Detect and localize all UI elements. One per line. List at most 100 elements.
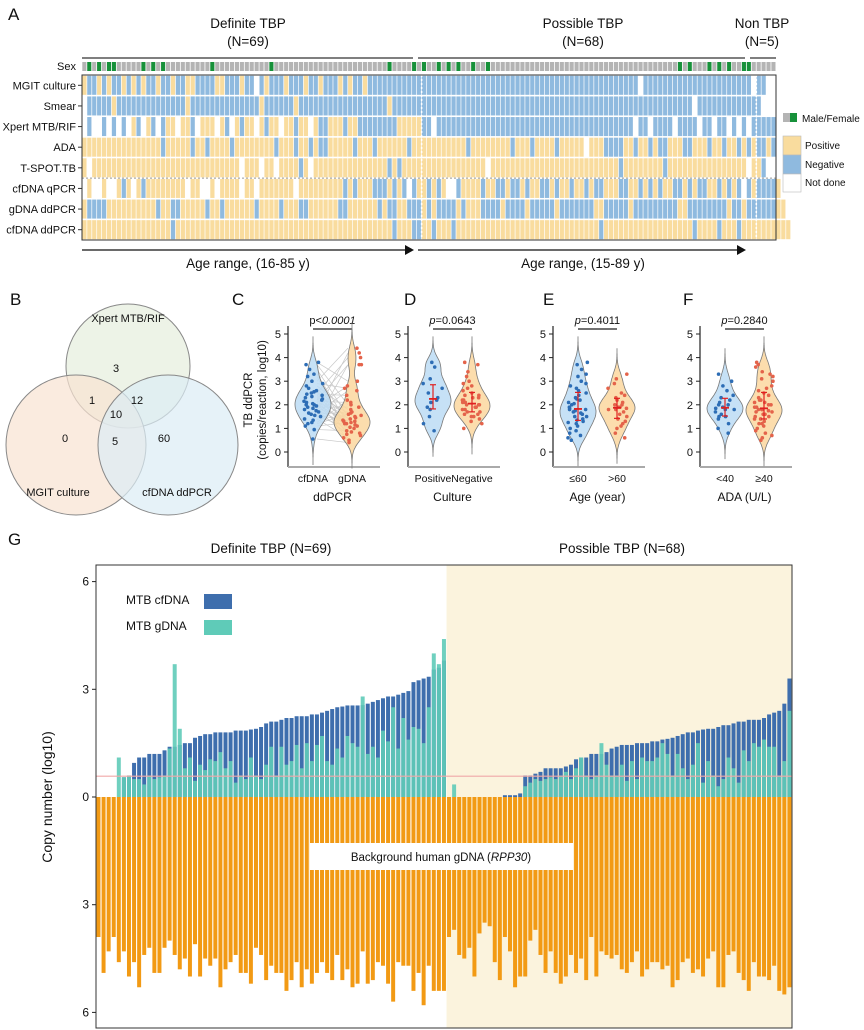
heatmap-cell xyxy=(82,178,87,198)
heatmap-cell xyxy=(397,220,402,240)
heatmap-cell xyxy=(668,178,673,198)
heatmap-cell xyxy=(751,96,756,116)
rpp30-bar xyxy=(116,797,121,963)
heatmap-cell xyxy=(648,178,653,198)
sex-cell xyxy=(485,62,491,71)
data-point xyxy=(769,384,774,388)
heatmap-cell xyxy=(628,220,633,240)
heatmap-cell xyxy=(436,199,441,219)
heatmap-cell xyxy=(707,75,712,95)
legend-female-swatch xyxy=(790,113,797,122)
heatmap-cell xyxy=(407,137,412,157)
heatmap-cell xyxy=(505,96,510,116)
heatmap-cell xyxy=(303,117,309,137)
cfdna-bar xyxy=(238,730,243,797)
data-point xyxy=(318,414,323,419)
heatmap-cell xyxy=(195,199,200,219)
sex-cell xyxy=(687,62,692,71)
heatmap-cell xyxy=(377,220,382,240)
heatmap-cell xyxy=(643,117,648,137)
gdna-bar xyxy=(538,780,543,797)
cfdna-bar xyxy=(589,753,594,797)
heatmap-cell xyxy=(633,199,638,219)
heatmap-cell xyxy=(397,158,402,178)
heatmap-cell xyxy=(161,220,166,240)
data-point xyxy=(713,406,718,411)
heatmap-cell xyxy=(195,117,200,137)
heatmap-cell xyxy=(466,158,471,178)
heatmap-cell xyxy=(264,199,269,219)
heatmap-cell xyxy=(220,158,225,178)
heatmap-cell xyxy=(485,178,491,198)
rpp30-bar xyxy=(253,797,258,948)
heatmap-cell xyxy=(727,199,732,219)
heatmap-cell xyxy=(471,117,476,137)
sex-cell xyxy=(308,62,313,71)
sex-cell xyxy=(623,62,628,71)
heatmap-cell xyxy=(333,220,338,240)
heatmap-cell xyxy=(254,158,259,178)
heatmap-cell xyxy=(766,158,771,178)
rpp30-bar xyxy=(259,797,264,955)
heatmap-cell xyxy=(549,220,555,240)
heatmap-cell xyxy=(776,178,781,198)
heatmap-cell xyxy=(525,158,530,178)
heatmap-cell xyxy=(402,96,407,116)
heatmap-cell xyxy=(328,75,333,95)
heatmap-cell xyxy=(116,158,121,178)
heatmap-cell xyxy=(741,96,747,116)
heatmap-cell xyxy=(702,137,707,157)
heatmap-cell xyxy=(584,117,589,137)
rpp30-bar xyxy=(203,797,208,959)
data-point xyxy=(566,420,570,425)
heatmap-cell xyxy=(357,158,363,178)
heatmap-cell xyxy=(490,158,496,178)
heatmap-cell xyxy=(712,158,717,178)
gdna-bar xyxy=(558,775,563,797)
gdna-bar xyxy=(431,653,436,797)
heatmap-cell xyxy=(293,117,299,137)
heatmap-cell xyxy=(92,158,97,178)
heatmap-cell xyxy=(353,220,358,240)
heatmap-cell xyxy=(353,199,358,219)
paired-line xyxy=(316,347,349,382)
rpp30-bar xyxy=(457,797,462,955)
heatmap-cell xyxy=(781,199,786,219)
y-tick-label: 1 xyxy=(275,423,281,435)
cfdna-bar xyxy=(701,729,706,797)
heatmap-cell xyxy=(461,178,466,198)
data-point xyxy=(314,408,318,413)
heatmap-cell xyxy=(298,178,304,198)
heatmap-cell xyxy=(92,75,97,95)
panel-b-venn: B Xpert MTB/RIF MGIT culture cfDNA ddPCR… xyxy=(5,290,239,516)
data-point xyxy=(432,428,436,433)
rpp30-bar xyxy=(645,797,650,970)
data-point xyxy=(760,369,765,374)
gdna-bar xyxy=(365,753,370,797)
heatmap-cell xyxy=(584,220,589,240)
data-point xyxy=(303,424,308,428)
sex-cell xyxy=(298,62,303,71)
heatmap-cell xyxy=(180,137,185,157)
data-point xyxy=(762,419,766,424)
sex-cell xyxy=(421,62,427,71)
heatmap-cell xyxy=(584,199,589,219)
legend-label-cfdna: MTB cfDNA xyxy=(126,593,189,607)
heatmap-cell xyxy=(732,75,737,95)
heatmap-cell xyxy=(589,117,594,137)
sex-cell xyxy=(377,62,382,71)
heatmap-cell xyxy=(313,158,318,178)
cfdna-bar xyxy=(340,706,345,797)
heatmap-cell xyxy=(618,220,624,240)
data-point xyxy=(713,410,718,414)
sex-cell xyxy=(416,62,422,71)
heatmap-cell xyxy=(328,117,333,137)
heatmap-cell xyxy=(613,96,619,116)
rpp30-bar xyxy=(584,797,589,981)
heatmap-cell xyxy=(446,137,451,157)
heatmap-cell xyxy=(505,158,510,178)
heatmap-cell xyxy=(549,137,555,157)
panel-letter-g: G xyxy=(8,530,21,549)
venn-count: 60 xyxy=(158,433,170,445)
data-point xyxy=(763,431,768,435)
